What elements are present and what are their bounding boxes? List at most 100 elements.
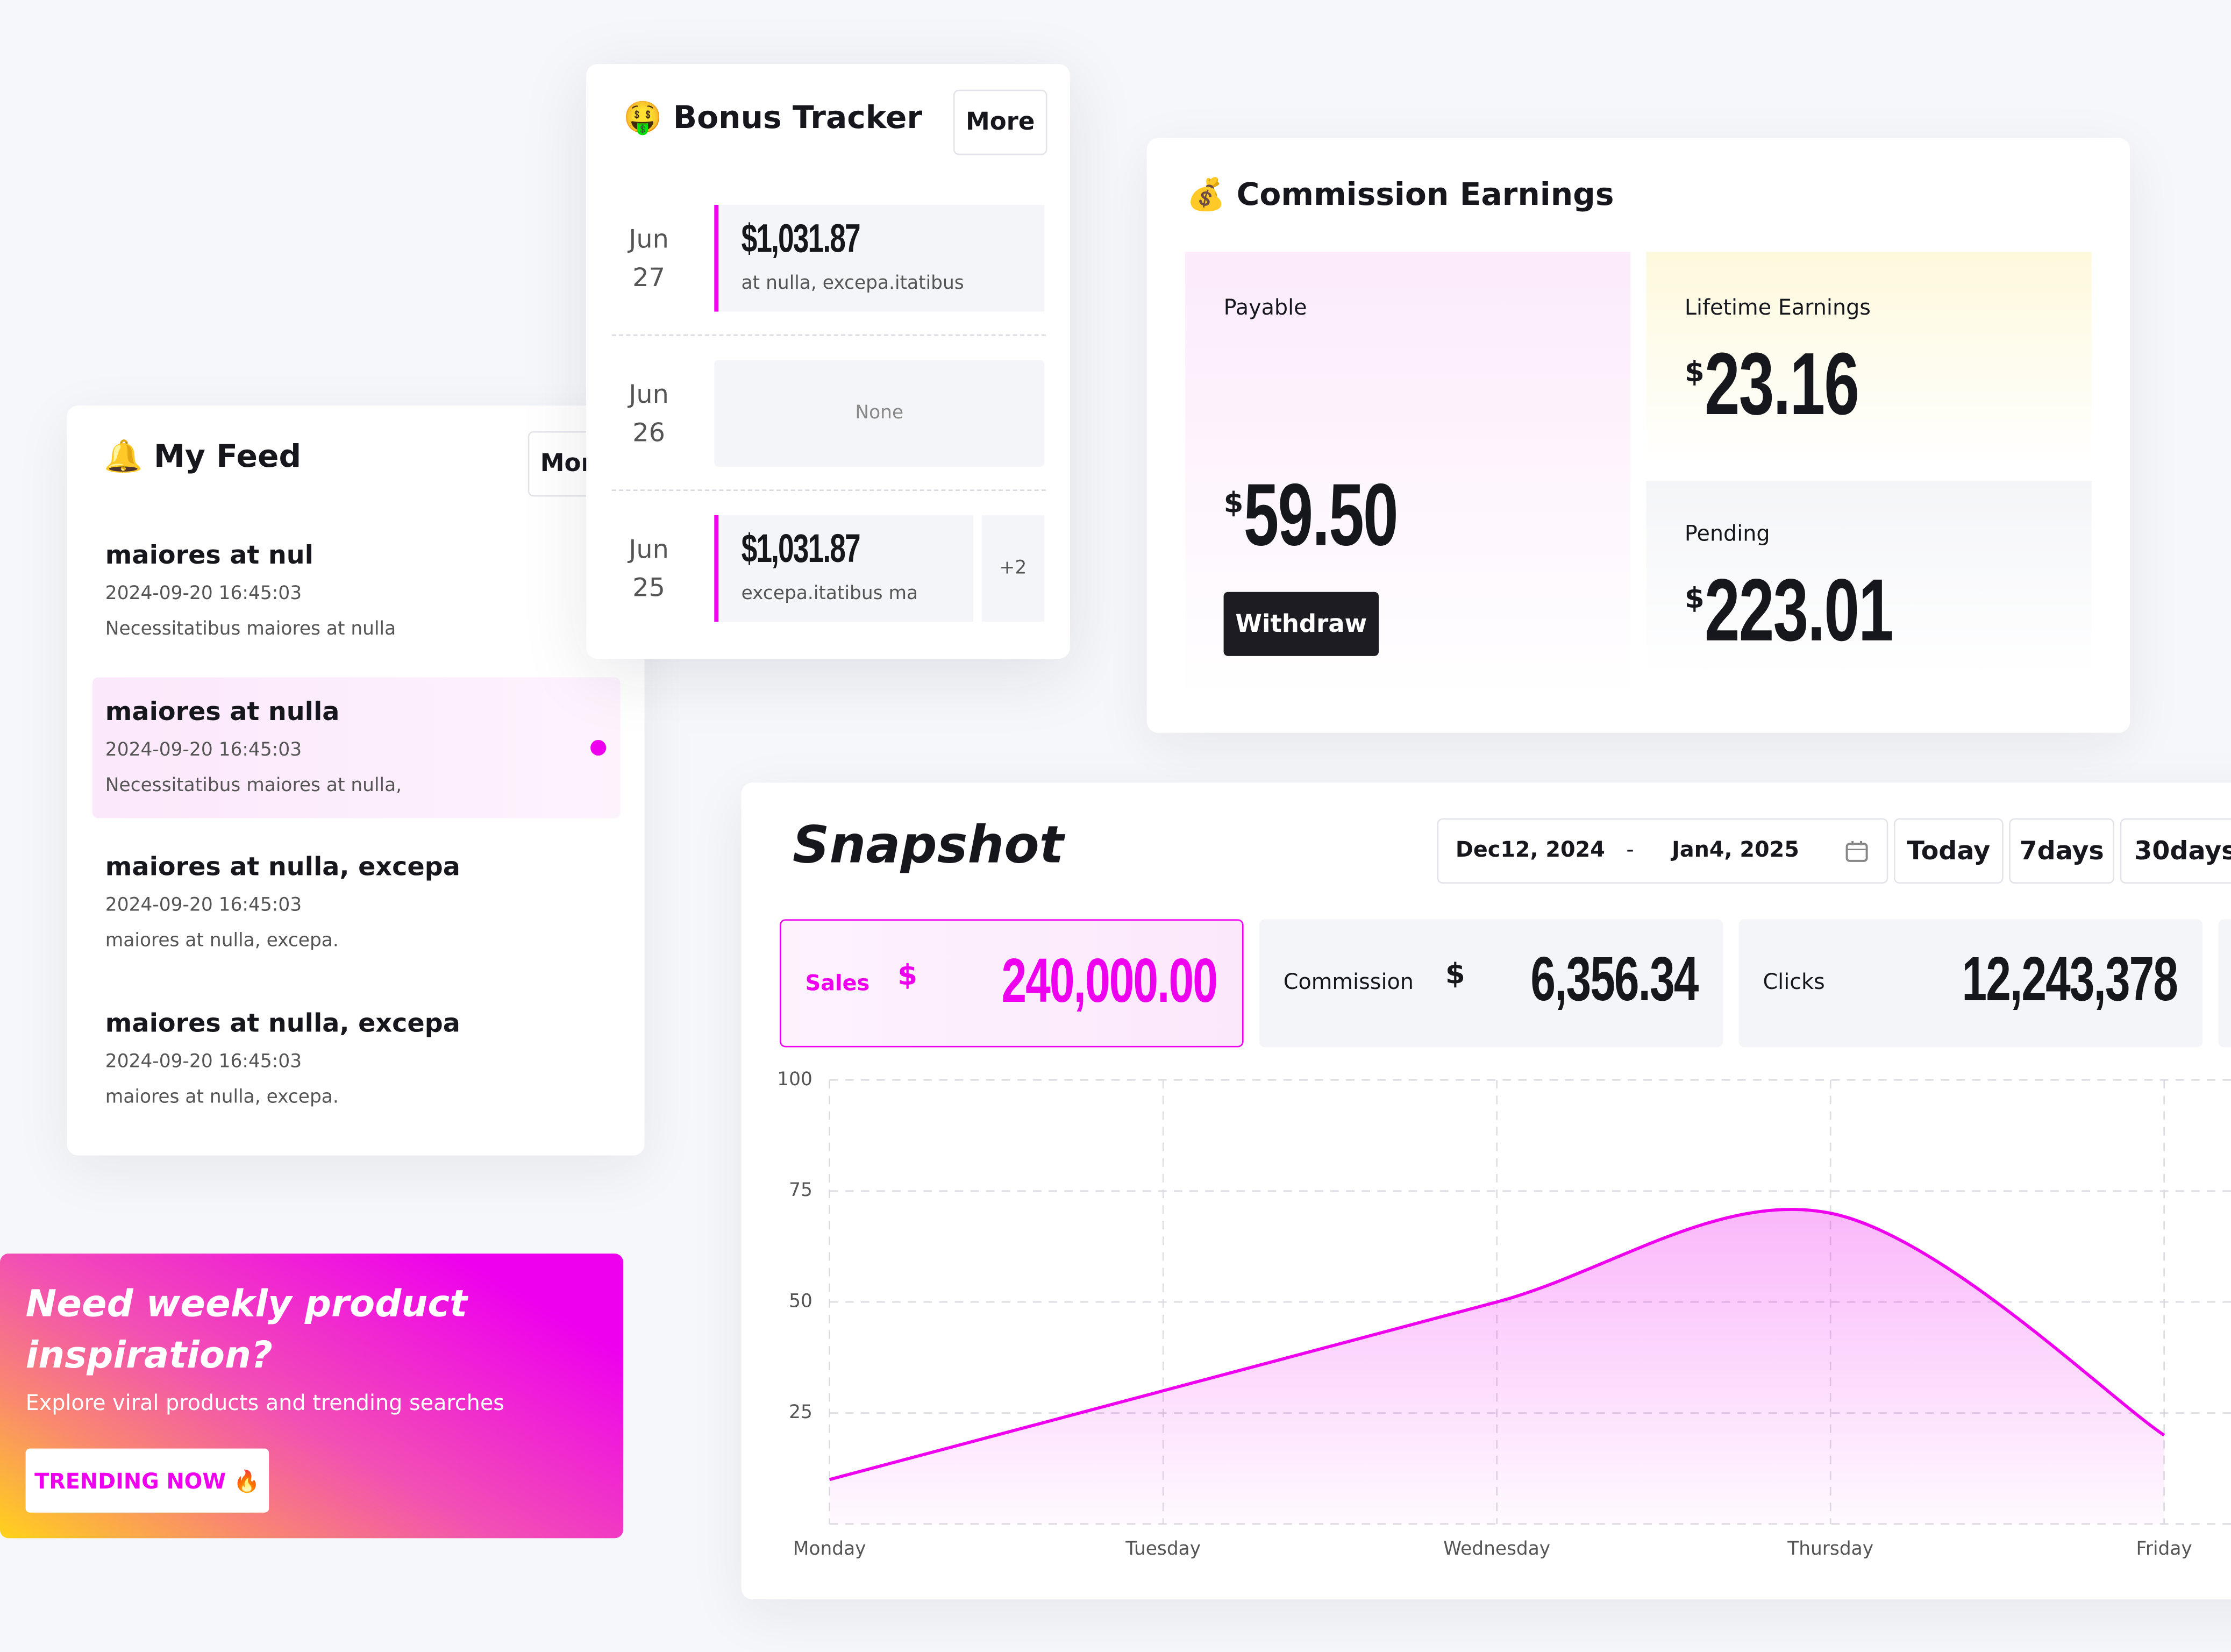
trending-button[interactable]: TRENDING NOW 🔥 <box>25 1448 269 1513</box>
pending-amount: $223.01 <box>1685 561 1966 662</box>
bonus-title-text: Bonus Tracker <box>673 101 923 137</box>
lifetime-label: Lifetime Earnings <box>1684 294 1871 321</box>
feed-item-title: maiores at nul <box>105 540 313 571</box>
bonus-entry: $1,031.87 excepa.itatibus ma <box>714 515 973 622</box>
commission-title-text: Commission Earnings <box>1236 177 1614 213</box>
amount: $1,031.87 <box>741 216 861 261</box>
commission-title: 💰 Commission Earnings <box>1187 178 1614 213</box>
pending-panel: Pending $223.01 <box>1646 481 2092 676</box>
y-tick-label: 75 <box>789 1179 812 1201</box>
date-sep: - <box>1626 836 1634 863</box>
feed-item-title: maiores at nulla <box>105 696 340 727</box>
feed-highlight <box>92 677 621 818</box>
payable-label: Payable <box>1223 294 1307 321</box>
currency: $ <box>1684 354 1705 389</box>
amount: 23.16 <box>1704 336 1859 435</box>
y-tick-label: 100 <box>777 1069 812 1090</box>
metric-box[interactable]: Sales $240,000.00 <box>780 919 1244 1048</box>
x-tick-label: Wednesday <box>1443 1538 1550 1560</box>
feed-item-time: 2024-09-20 16:45:03 <box>105 1051 302 1072</box>
feed-card: 🔔 My Feed More maiores at nul 2024-09-20 … <box>67 405 645 1156</box>
date-picker[interactable]: Dec12, 2024 - Jan4, 2025 <box>1437 818 1888 884</box>
snapshot-title: Snapshot <box>792 816 1064 875</box>
metric-value: $240,000.00 <box>897 946 1217 1017</box>
bonus-empty: None <box>714 360 1045 467</box>
metric-number: 12,243,378 <box>1961 944 2178 1015</box>
feed-item-title: maiores at nulla, excepa <box>105 1008 460 1038</box>
range-button[interactable]: 30days <box>2120 818 2231 884</box>
metric-label: Commission <box>1283 969 1414 995</box>
bonus-card: 🤑 Bonus Tracker More Jun 27 $1,031.87 at nu… <box>586 64 1070 659</box>
metric-label: Sales <box>805 970 870 996</box>
bonus-extra: +2 <box>981 515 1045 622</box>
bonus-more[interactable]: More <box>953 89 1047 155</box>
currency: $ <box>1445 956 1465 991</box>
separator <box>611 489 1046 491</box>
withdraw-button[interactable]: Withdraw <box>1223 592 1379 656</box>
feed-item-text: Necessitatibus maiores at nulla, <box>105 774 402 796</box>
trending-icon: 🔥 <box>233 1468 260 1494</box>
payable-amount: $59.50 <box>1224 465 1457 566</box>
bonus-month: Jun <box>629 535 669 565</box>
bonus-amount: $1,031.87 <box>742 216 906 262</box>
bonus-title: 🤑 Bonus Tracker <box>623 101 922 137</box>
bonus-icon: 🤑 <box>623 101 662 137</box>
lifetime-amount: $23.16 <box>1685 334 1918 436</box>
metric-box <box>2218 919 2231 1048</box>
metric-box[interactable]: Commission $6,356.34 <box>1259 919 1723 1048</box>
commission-card: 💰 Commission Earnings Payable $59.50 Wit… <box>1146 138 2130 733</box>
amount: 59.50 <box>1243 466 1398 565</box>
metric-label: Clicks <box>1763 969 1825 995</box>
feed-item-time: 2024-09-20 16:45:03 <box>105 895 302 917</box>
pending-label: Pending <box>1684 521 1770 547</box>
bonus-day: 27 <box>632 263 665 294</box>
feed-item-time: 2024-09-20 16:45:03 <box>105 583 302 605</box>
area-fill <box>829 1209 2164 1524</box>
y-tick-label: 50 <box>789 1291 812 1312</box>
date-from: Dec12, 2024 <box>1455 836 1605 863</box>
metric-number: 240,000.00 <box>1001 946 1217 1016</box>
amount: $1,031.87 <box>741 526 861 571</box>
bonus-entry: $1,031.87 at nulla, excepa.itatibus <box>714 205 1045 312</box>
y-tick-label: 25 <box>789 1401 812 1423</box>
x-tick-label: Monday <box>793 1538 866 1560</box>
feed-item-text: maiores at nulla, excepa. <box>105 930 339 952</box>
line <box>829 1208 2165 1482</box>
bonus-month: Jun <box>629 380 669 410</box>
metric-box[interactable]: Clicks 12,243,378 <box>1738 919 2203 1048</box>
bonus-day: 25 <box>632 573 665 603</box>
x-tick-label: Thursday <box>1787 1538 1873 1560</box>
currency: $ <box>1684 580 1705 615</box>
snapshot-card: Snapshot Dec12, 2024 - Jan4, 2025 Today 7… <box>741 782 2231 1600</box>
commission-icon: 💰 <box>1186 177 1226 213</box>
x-tick-label: Tuesday <box>1125 1538 1201 1560</box>
bonus-note: excepa.itatibus ma <box>741 583 918 605</box>
lifetime-panel: Lifetime Earnings $23.16 <box>1646 252 2092 466</box>
feed-item-time: 2024-09-20 16:45:03 <box>105 739 302 761</box>
range-button[interactable]: 7days <box>2009 818 2115 884</box>
unread-dot <box>590 739 607 756</box>
metric-value: 12,243,378 <box>1878 944 2178 1016</box>
bonus-month: Jun <box>629 225 669 255</box>
date-to: Jan4, 2025 <box>1672 836 1799 863</box>
bonus-note: at nulla, excepa.itatibus <box>741 273 964 295</box>
trending-text: TRENDING NOW <box>34 1468 226 1494</box>
promo-subtitle: Explore viral products and trending sear… <box>25 1390 504 1416</box>
currency: $ <box>1223 485 1244 519</box>
payable-panel: Payable $59.50 Withdraw <box>1185 252 1631 697</box>
currency: $ <box>897 957 918 992</box>
feed-title: 🔔 My Feed <box>104 440 301 475</box>
metric-value: $6,356.34 <box>1445 945 1699 1016</box>
chart: 25 50 75 100 Monday Tuesday Wednesday Thursday F… <box>777 1069 2231 1560</box>
amount: 223.01 <box>1704 562 1894 660</box>
feed-item-text: Necessitatibus maiores at nulla <box>105 619 396 640</box>
feed-item-title: maiores at nulla, excepa <box>105 852 460 882</box>
feed-icon: 🔔 <box>104 439 143 475</box>
promo-banner: Need weekly product inspiration? Explore… <box>0 1254 623 1539</box>
range-button[interactable]: Today <box>1893 818 2004 884</box>
bonus-day: 26 <box>632 418 665 448</box>
calendar-icon <box>1845 841 1868 862</box>
x-tick-label: Friday <box>2136 1538 2192 1560</box>
